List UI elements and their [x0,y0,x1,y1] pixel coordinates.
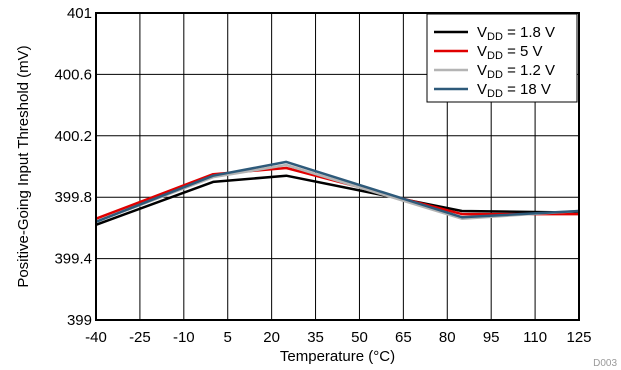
series-line-4 [95,160,580,223]
figure-code: D003 [593,358,617,369]
x-tick-label: 125 [566,329,591,346]
y-tick-label: 399 [67,312,92,329]
y-tick-labels: 399 399.4 399.8 400.2 400.6 401 [54,5,92,329]
y-tick-label: 400.6 [54,66,92,83]
legend-label-3: VDD = 1.2 V [477,62,555,81]
x-tick-label: 5 [224,329,232,346]
x-tick-label: 65 [395,329,412,346]
x-tick-label: -10 [173,329,195,346]
y-tick-label: 401 [67,5,92,22]
x-tick-label: 20 [263,329,280,346]
series-lines [95,160,580,226]
x-tick-label: 110 [523,329,547,346]
series-line-1 [95,174,580,226]
y-tick-label: 399.4 [54,251,92,268]
legend-box [426,13,578,103]
x-tick-label: -25 [129,329,151,346]
x-tick-label: 50 [351,329,368,346]
x-tick-label: 35 [307,329,324,346]
plot-frame [95,12,580,321]
x-axis-title: Temperature (°C) [280,348,395,365]
x-tick-label: 95 [483,329,500,346]
y-tick-label: 400.2 [54,128,92,145]
y-axis-title: Positive-Going Input Threshold (mV) [15,45,32,287]
y-tick-label: 399.8 [54,189,92,206]
x-tick-label: -40 [85,329,107,346]
legend-label-1: VDD = 1.8 V [477,24,555,43]
legend-label-2: VDD = 5 V [477,43,543,62]
legend-label-4: VDD = 18 V [477,81,551,100]
x-tick-labels: -40 -25 -10 5 20 35 50 65 80 95 110 125 [85,329,591,346]
x-tick-label: 80 [439,329,456,346]
